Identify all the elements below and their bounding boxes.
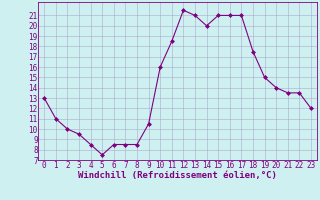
X-axis label: Windchill (Refroidissement éolien,°C): Windchill (Refroidissement éolien,°C) xyxy=(78,171,277,180)
